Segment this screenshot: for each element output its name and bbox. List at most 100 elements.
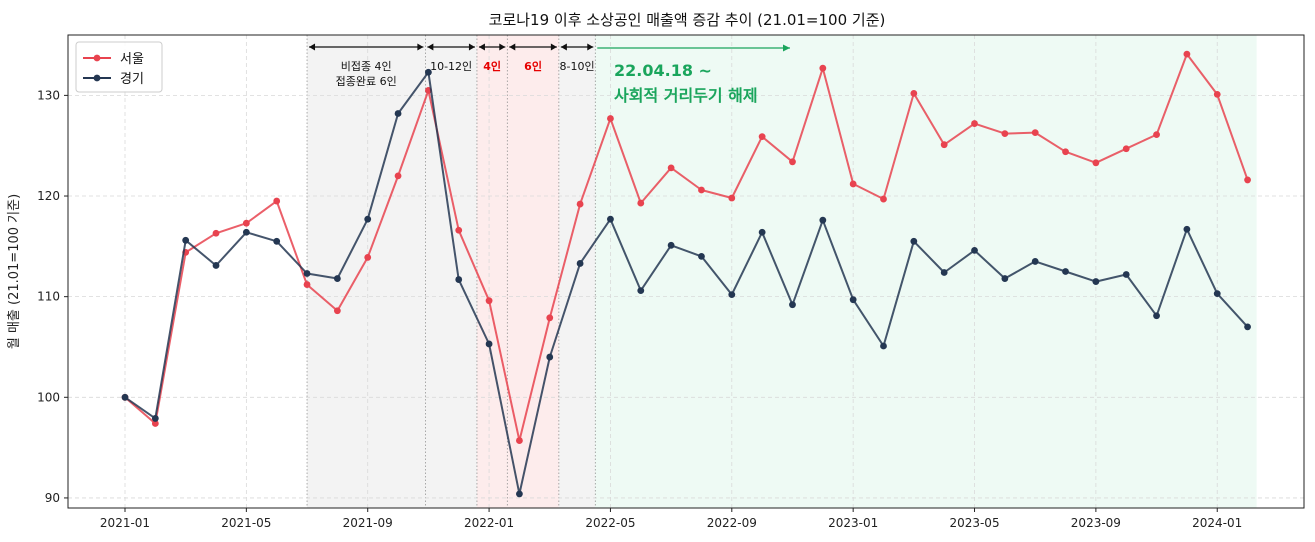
data-point bbox=[789, 301, 796, 309]
region-layer bbox=[306, 35, 1257, 508]
data-point bbox=[242, 228, 250, 236]
data-point bbox=[667, 164, 675, 172]
data-point bbox=[333, 275, 341, 282]
data-point bbox=[212, 262, 220, 269]
data-point bbox=[364, 254, 372, 261]
data-point bbox=[789, 158, 796, 166]
data-point bbox=[516, 437, 523, 444]
data-point bbox=[880, 195, 887, 203]
data-point bbox=[1092, 159, 1100, 167]
data-point bbox=[273, 237, 281, 245]
data-point bbox=[273, 197, 281, 205]
data-point bbox=[1153, 312, 1160, 320]
data-point bbox=[728, 291, 736, 299]
data-point bbox=[151, 420, 159, 427]
data-point bbox=[849, 180, 857, 188]
legend-label: 경기 bbox=[120, 72, 144, 87]
region-label: 10-12인 bbox=[430, 60, 472, 73]
legend-box bbox=[75, 41, 163, 93]
data-point bbox=[576, 260, 584, 267]
data-point bbox=[425, 68, 432, 76]
x-tick-label: 2021-05 bbox=[221, 516, 271, 530]
data-point bbox=[971, 120, 978, 127]
data-point bbox=[1001, 130, 1009, 138]
data-point bbox=[940, 269, 948, 276]
data-point bbox=[1062, 268, 1069, 275]
data-point bbox=[637, 199, 645, 207]
region-arrow-head bbox=[417, 43, 424, 51]
region-label: 8-10인 bbox=[560, 60, 595, 73]
legend-label: 서울 bbox=[120, 52, 144, 67]
data-point bbox=[910, 89, 918, 97]
x-tick-label: 2022-01 bbox=[464, 516, 514, 530]
data-point bbox=[1001, 275, 1009, 282]
series-line-1 bbox=[124, 53, 1249, 442]
legend-marker bbox=[93, 54, 101, 62]
data-point bbox=[607, 215, 614, 223]
data-point bbox=[212, 229, 220, 237]
restriction-region bbox=[307, 35, 426, 508]
data-point bbox=[1122, 271, 1130, 278]
data-point bbox=[698, 253, 705, 260]
y-axis-label: 월 매출 (21.01=100 기준) bbox=[7, 194, 22, 349]
data-point bbox=[1213, 290, 1221, 298]
y-tick-label: 120 bbox=[37, 189, 60, 203]
data-point bbox=[485, 340, 493, 348]
restriction-region bbox=[595, 35, 1257, 508]
release-arrow-head bbox=[783, 44, 790, 52]
plot-frame bbox=[67, 34, 1305, 509]
region-label: 4인 bbox=[483, 59, 501, 73]
data-point bbox=[940, 141, 948, 149]
region-label: 6인 bbox=[524, 59, 542, 73]
data-point bbox=[849, 296, 857, 304]
series-layer bbox=[121, 50, 1251, 498]
region-arrow-head bbox=[427, 43, 434, 51]
region-arrow-head bbox=[587, 43, 594, 51]
region-arrow-head bbox=[550, 43, 557, 51]
restriction-region bbox=[476, 35, 508, 508]
region-arrow-head bbox=[309, 43, 316, 51]
data-point bbox=[910, 237, 918, 245]
data-point bbox=[151, 415, 159, 422]
data-point bbox=[1031, 258, 1039, 265]
data-point bbox=[1244, 176, 1251, 184]
data-point bbox=[819, 64, 827, 72]
data-point bbox=[1092, 278, 1100, 285]
x-tick-label: 2021-09 bbox=[343, 516, 393, 530]
region-arrow-head bbox=[560, 43, 567, 51]
restriction-region bbox=[507, 35, 559, 508]
data-point bbox=[394, 172, 402, 180]
region-label: 접종완료 6인 bbox=[336, 75, 397, 88]
data-point bbox=[121, 393, 129, 401]
data-point bbox=[758, 228, 766, 236]
x-tick-label: 2022-09 bbox=[707, 516, 757, 530]
axis-layer: 90 100 110 120 130 2021-01 2021-05 2021-09 2022-… bbox=[37, 88, 1242, 530]
series-line-2 bbox=[124, 71, 1249, 495]
data-point bbox=[576, 200, 584, 208]
data-point bbox=[364, 215, 372, 223]
x-tick-label: 2021-01 bbox=[100, 516, 150, 530]
data-point bbox=[728, 194, 736, 202]
data-point bbox=[698, 186, 705, 194]
y-tick-label: 100 bbox=[37, 390, 60, 404]
data-point bbox=[485, 297, 493, 305]
x-tick-label: 2023-09 bbox=[1071, 516, 1121, 530]
grid-layer bbox=[68, 35, 1304, 508]
data-point bbox=[303, 270, 311, 277]
legend-marker bbox=[93, 74, 101, 82]
data-point bbox=[242, 219, 250, 227]
data-point bbox=[394, 110, 402, 117]
data-point bbox=[1183, 50, 1191, 58]
data-point bbox=[1183, 225, 1191, 233]
region-arrow-head bbox=[468, 43, 475, 51]
region-arrow-head bbox=[478, 43, 485, 51]
data-point bbox=[1062, 148, 1069, 156]
x-tick-label: 2022-05 bbox=[585, 516, 635, 530]
data-point bbox=[1122, 145, 1130, 153]
region-arrow-head bbox=[509, 43, 516, 51]
region-label: 비접종 4인 bbox=[341, 60, 392, 73]
y-tick-label: 90 bbox=[45, 491, 60, 505]
data-point bbox=[546, 314, 554, 322]
